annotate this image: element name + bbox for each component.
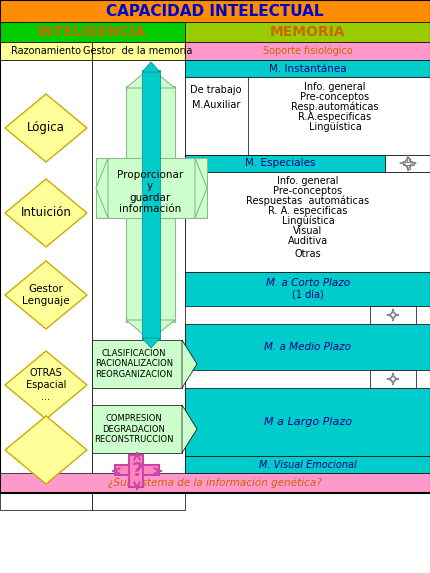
Text: Pre-conceptos: Pre-conceptos bbox=[300, 92, 369, 102]
Polygon shape bbox=[96, 158, 108, 218]
Text: Visual: Visual bbox=[293, 226, 322, 236]
Bar bbox=[406, 158, 409, 169]
Text: Otras: Otras bbox=[294, 249, 321, 259]
Text: Proporcionar
y
guardar
información: Proporcionar y guardar información bbox=[117, 170, 183, 214]
Text: OTRAS
Espacial
...: OTRAS Espacial ... bbox=[26, 368, 66, 402]
Bar bbox=[184, 77, 430, 155]
Text: ¿Subsistema de la información genética?: ¿Subsistema de la información genética? bbox=[108, 478, 321, 488]
Bar bbox=[369, 370, 415, 388]
Bar bbox=[0, 42, 92, 60]
Bar bbox=[92, 405, 181, 453]
Polygon shape bbox=[5, 351, 87, 419]
Text: M. Visual Emocional: M. Visual Emocional bbox=[258, 460, 356, 469]
Bar bbox=[141, 70, 160, 340]
Text: CLASIFICACION
RACIONALIZACION
REORGANIZACION: CLASIFICACION RACIONALIZACION REORGANIZA… bbox=[95, 349, 173, 379]
Text: Respuestas  automáticas: Respuestas automáticas bbox=[246, 196, 369, 206]
Polygon shape bbox=[5, 94, 87, 162]
Polygon shape bbox=[141, 338, 160, 348]
Bar bbox=[184, 456, 430, 473]
Text: COMPRESION
DEGRADACION
RECONSTRUCCION: COMPRESION DEGRADACION RECONSTRUCCION bbox=[94, 414, 173, 444]
Text: Lingüística: Lingüística bbox=[308, 121, 360, 132]
Text: (1 día): (1 día) bbox=[292, 291, 323, 301]
Text: Razonamiento: Razonamiento bbox=[11, 46, 81, 56]
Text: Resp.automáticas: Resp.automáticas bbox=[291, 102, 378, 112]
Bar bbox=[0, 0, 430, 22]
Polygon shape bbox=[181, 405, 197, 453]
Text: M. a Medio Plazo: M. a Medio Plazo bbox=[264, 342, 351, 352]
Text: Info. general: Info. general bbox=[304, 82, 365, 92]
Bar bbox=[0, 0, 430, 493]
Bar bbox=[92, 42, 184, 60]
Bar bbox=[0, 60, 92, 510]
Bar bbox=[184, 42, 430, 60]
Text: CAPACIDAD INTELECTUAL: CAPACIDAD INTELECTUAL bbox=[106, 3, 323, 18]
Bar bbox=[96, 158, 206, 218]
Polygon shape bbox=[141, 62, 160, 72]
Bar bbox=[129, 455, 143, 487]
Text: Gestor  de la memoria: Gestor de la memoria bbox=[83, 46, 192, 56]
Text: M. a Corto Plazo: M. a Corto Plazo bbox=[265, 278, 349, 288]
Bar bbox=[92, 60, 184, 510]
Text: M. Instantánea: M. Instantánea bbox=[269, 64, 346, 73]
Bar bbox=[184, 22, 430, 42]
Text: Auditiva: Auditiva bbox=[287, 236, 327, 246]
Text: ?: ? bbox=[131, 461, 142, 481]
Bar bbox=[384, 155, 430, 172]
Bar bbox=[92, 340, 181, 388]
Polygon shape bbox=[126, 320, 175, 340]
Text: Soporte fisiológico: Soporte fisiológico bbox=[262, 46, 352, 56]
Text: R. A. especificas: R. A. especificas bbox=[268, 206, 347, 216]
Bar bbox=[184, 155, 384, 172]
Text: M a Largo Plazo: M a Largo Plazo bbox=[264, 417, 351, 427]
Text: MEMORIA: MEMORIA bbox=[270, 25, 345, 39]
Bar bbox=[184, 388, 430, 456]
Polygon shape bbox=[5, 179, 87, 247]
Text: M. Especiales: M. Especiales bbox=[244, 159, 314, 168]
Polygon shape bbox=[5, 416, 87, 484]
Polygon shape bbox=[181, 340, 197, 388]
Text: Lingüística: Lingüística bbox=[281, 216, 334, 226]
Text: Intuición: Intuición bbox=[21, 206, 71, 219]
Bar bbox=[0, 473, 430, 493]
Text: Lógica: Lógica bbox=[27, 121, 65, 135]
Text: M.Auxiliar: M.Auxiliar bbox=[191, 100, 240, 110]
Bar bbox=[184, 60, 430, 77]
Bar bbox=[115, 465, 159, 475]
Bar bbox=[0, 22, 184, 42]
Bar bbox=[126, 86, 175, 322]
Text: Gestor
Lenguaje: Gestor Lenguaje bbox=[22, 284, 70, 306]
Polygon shape bbox=[126, 68, 175, 88]
Text: Pre-conceptos: Pre-conceptos bbox=[273, 186, 342, 196]
Bar bbox=[184, 324, 430, 370]
Bar bbox=[369, 306, 415, 324]
Bar bbox=[402, 162, 413, 165]
Polygon shape bbox=[5, 261, 87, 329]
Bar bbox=[184, 172, 430, 272]
Text: R.A.especificas: R.A.especificas bbox=[298, 112, 371, 122]
Text: De trabajo: De trabajo bbox=[190, 85, 241, 95]
Text: Info. general: Info. general bbox=[276, 176, 338, 186]
Polygon shape bbox=[194, 158, 206, 218]
Text: INTELIGENCIA: INTELIGENCIA bbox=[38, 25, 146, 39]
Bar bbox=[184, 272, 430, 306]
